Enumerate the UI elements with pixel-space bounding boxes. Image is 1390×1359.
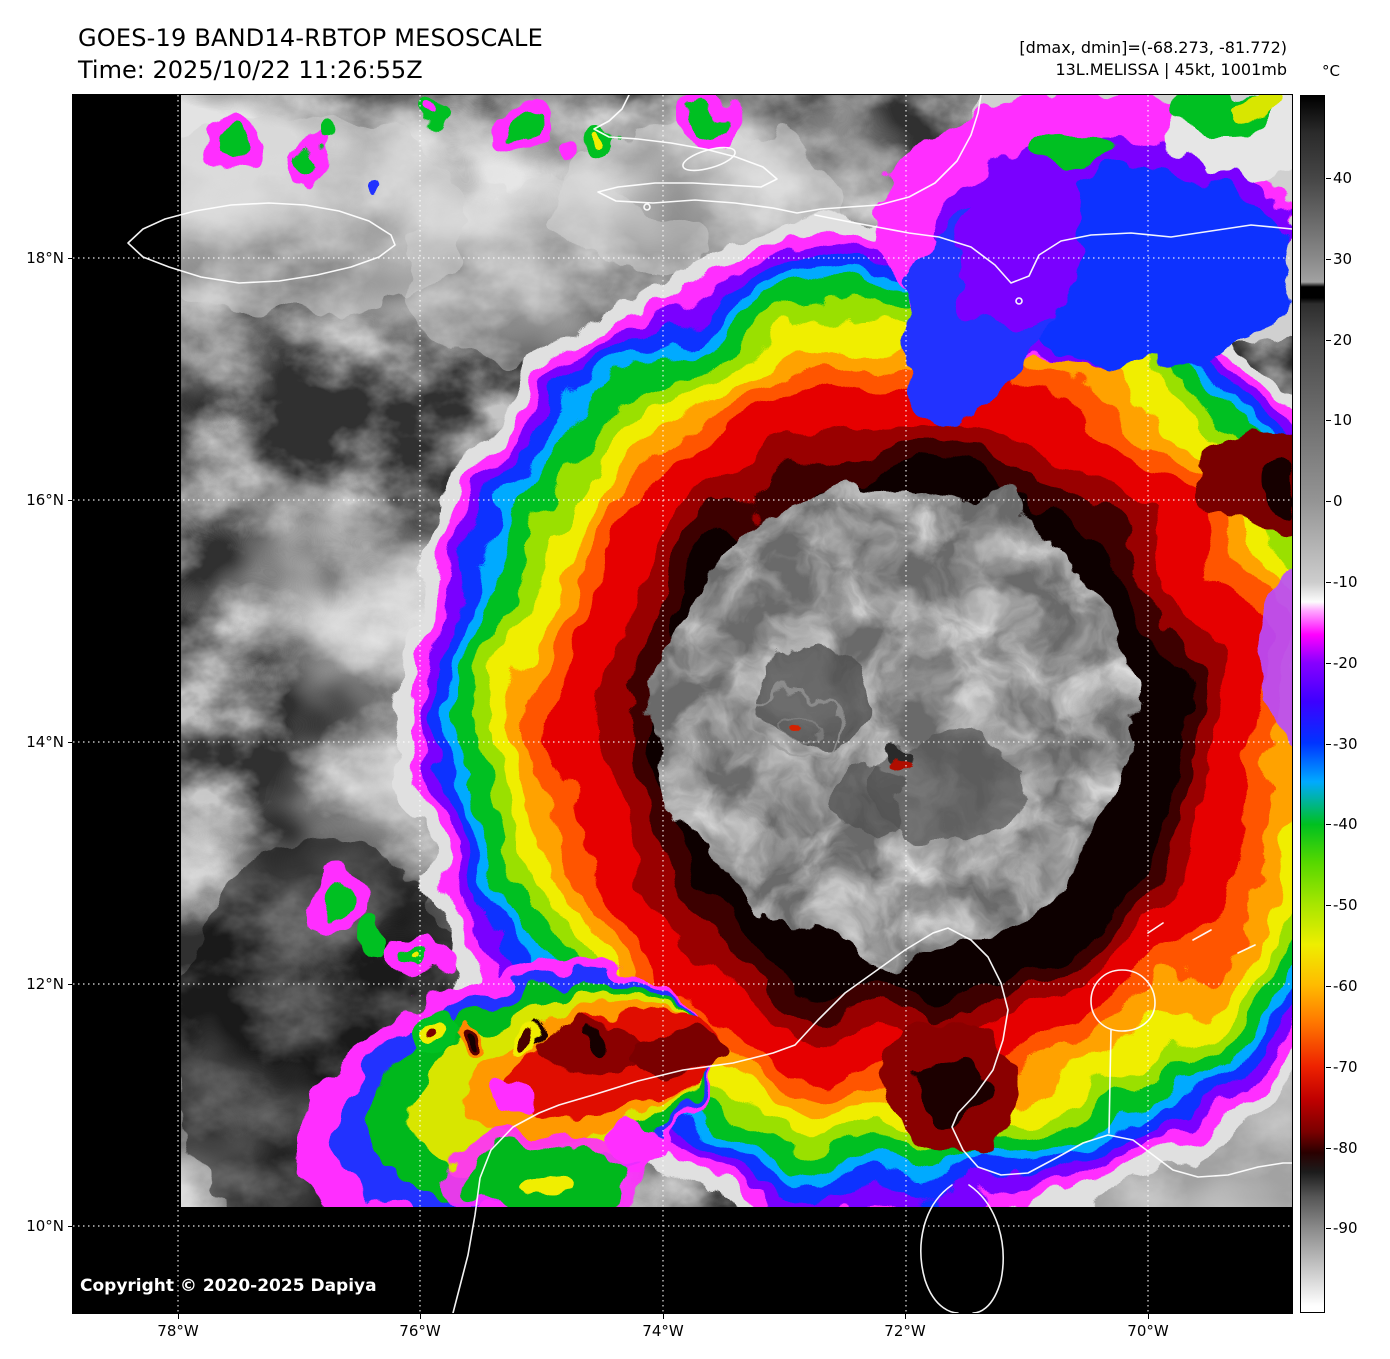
colorbar-tick-label: -40 (1333, 815, 1358, 833)
lat-axis-label: 14°N (26, 733, 64, 751)
colorbar-tick-label: -80 (1333, 1139, 1358, 1157)
right-edge-accents (891, 432, 1292, 1157)
coastline-south-america (452, 927, 1292, 1313)
colorbar-tick (1326, 340, 1331, 341)
lon-axis-label: 72°W (884, 1322, 926, 1340)
axis-tick (68, 258, 73, 259)
lake-maracaibo (920, 1184, 1004, 1313)
colorbar-tick-label: -50 (1333, 896, 1358, 914)
axis-tick (68, 1226, 73, 1227)
gonave-island (682, 146, 736, 172)
axis-tick (420, 1314, 421, 1319)
graticule-gridlines (73, 95, 1292, 1313)
storm-center-overcast (655, 479, 1131, 955)
colorbar-tick (1326, 501, 1331, 502)
colorbar-tick-label: 10 (1333, 411, 1353, 429)
convective-cells (207, 97, 739, 1207)
colorbar-tick (1326, 1148, 1331, 1149)
ile-a-vache (643, 203, 651, 211)
colorbar-tick-label: 20 (1333, 331, 1353, 349)
bright-cloud-patches (181, 115, 1292, 1207)
time-label: Time: 2025/10/22 11:26:55Z (78, 56, 423, 84)
colorbar-tick (1326, 1067, 1331, 1068)
abc-islands (1147, 922, 1256, 954)
colorbar-tick (1326, 178, 1331, 179)
colorbar-tick (1326, 259, 1331, 260)
lon-axis-label: 70°W (1127, 1322, 1169, 1340)
lon-axis-label: 78°W (157, 1322, 199, 1340)
colorbar-tick-label: -70 (1333, 1058, 1358, 1076)
colorbar-tick (1326, 1228, 1331, 1229)
colorbar-tick-label: 40 (1333, 169, 1353, 187)
mesoscale-sector (181, 95, 1292, 1207)
axis-tick (663, 1314, 664, 1319)
warm-spot-dot (785, 714, 795, 724)
lat-axis-label: 16°N (26, 491, 64, 509)
colorbar-tick-label: -10 (1333, 573, 1358, 591)
coastline-hispaniola-south (814, 214, 1292, 284)
colorbar-tick (1326, 744, 1331, 745)
coastline-jamaica (127, 202, 396, 284)
coastline-haiti (593, 95, 982, 214)
product-title: GOES-19 BAND14-RBTOP MESOSCALE (78, 24, 543, 52)
colorbar-tick-label: 0 (1333, 492, 1343, 510)
dmax-dmin-label: [dmax, dmin]=(-68.273, -81.772) (1019, 38, 1287, 57)
colorbar-tick-label: -30 (1333, 735, 1358, 753)
colorbar-tick-label: -90 (1333, 1219, 1358, 1237)
axis-tick (905, 1314, 906, 1319)
beata-island (1015, 297, 1023, 305)
paraguana-peninsula (1090, 969, 1156, 1134)
colorbar-tick (1326, 582, 1331, 583)
colorbar-tick (1326, 420, 1331, 421)
colorbar-tick (1326, 986, 1331, 987)
warm-spot-dot (901, 758, 911, 768)
axis-tick (68, 984, 73, 985)
colorbar-tick-label: 30 (1333, 250, 1353, 268)
lat-axis-label: 18°N (26, 249, 64, 267)
copyright-label: Copyright © 2020-2025 Dapiya (80, 1276, 377, 1296)
colorbar-gradient (1300, 95, 1325, 1313)
lat-axis-label: 10°N (26, 1217, 64, 1235)
northeast-cold-band (873, 95, 1292, 423)
axis-tick (68, 500, 73, 501)
lon-axis-label: 74°W (642, 1322, 684, 1340)
colorbar-tick (1326, 663, 1331, 664)
axis-tick (68, 742, 73, 743)
colorbar-tick-label: -60 (1333, 977, 1358, 995)
storm-info-label: 13L.MELISSA | 45kt, 1001mb (1055, 60, 1287, 79)
axis-tick (178, 1314, 179, 1319)
colorbar-unit-label: °C (1322, 62, 1340, 80)
lon-axis-label: 76°W (399, 1322, 441, 1340)
colorbar-tick (1326, 905, 1331, 906)
lat-axis-label: 12°N (26, 975, 64, 993)
colorbar-tick (1326, 824, 1331, 825)
satellite-image-svg (73, 95, 1292, 1313)
axis-tick (1148, 1314, 1149, 1319)
colorbar-tick-label: -20 (1333, 654, 1358, 672)
satellite-map (72, 94, 1293, 1314)
